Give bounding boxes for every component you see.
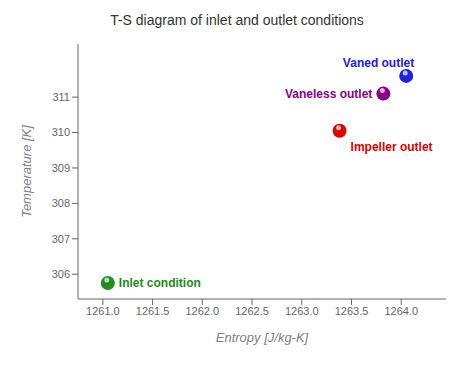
svg-text:308: 308 bbox=[52, 197, 70, 209]
svg-text:311: 311 bbox=[52, 91, 70, 103]
svg-text:310: 310 bbox=[52, 126, 70, 138]
svg-text:1263.0: 1263.0 bbox=[285, 305, 319, 317]
svg-text:1262.0: 1262.0 bbox=[185, 305, 219, 317]
html-text:T-S diagram of inlet and outle: T-S diagram of inlet and outlet conditio… bbox=[110, 12, 364, 28]
svg-text:Impeller outlet: Impeller outlet bbox=[351, 140, 433, 154]
svg-text:Vaneless outlet: Vaneless outlet bbox=[285, 87, 372, 101]
svg-text:Vaned outlet: Vaned outlet bbox=[343, 56, 414, 70]
svg-text:1264.0: 1264.0 bbox=[384, 305, 418, 317]
svg-text:Entropy [J/kg-K]: Entropy [J/kg-K] bbox=[216, 330, 309, 345]
svg-text:309: 309 bbox=[52, 162, 70, 174]
svg-text:1263.5: 1263.5 bbox=[335, 305, 369, 317]
svg-text:306: 306 bbox=[52, 268, 70, 280]
svg-text:Inlet condition: Inlet condition bbox=[119, 276, 201, 290]
svg-text:1261.5: 1261.5 bbox=[136, 305, 170, 317]
svg-text:1261.0: 1261.0 bbox=[86, 305, 120, 317]
svg-text:307: 307 bbox=[52, 233, 70, 245]
svg-text:Temperature [K]: Temperature [K] bbox=[19, 125, 34, 218]
svg-text:1262.5: 1262.5 bbox=[235, 305, 269, 317]
